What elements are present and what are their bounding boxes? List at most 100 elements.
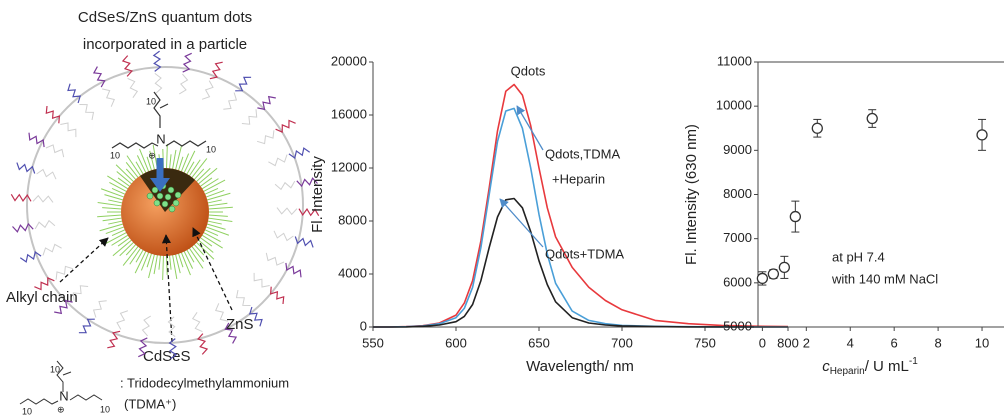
- alkyl-chain: [10, 193, 32, 202]
- y-tick-label: 0: [360, 318, 367, 333]
- x-label-symbol: c: [822, 358, 830, 375]
- y-tick-label: 11000: [717, 53, 752, 68]
- ligand: [195, 167, 218, 187]
- point: [789, 210, 801, 223]
- point: [811, 122, 823, 134]
- alkyl-chain-inner: [274, 180, 296, 191]
- annotation: Qdots+TDMA: [545, 246, 624, 261]
- x-tick-label: 600: [445, 335, 467, 350]
- alkyl-chain: [197, 333, 209, 355]
- x-axis-label: Wavelength/ nm: [526, 358, 634, 375]
- alkyl-chain-inner: [116, 310, 129, 330]
- alkyl-chain-inner: [273, 230, 294, 242]
- pointer: [59, 237, 109, 283]
- ligand: [122, 243, 141, 266]
- ligand: [203, 192, 231, 202]
- alkyl-chain-inner: [36, 168, 57, 180]
- alkyl-chain: [298, 208, 320, 217]
- ligand: [198, 232, 223, 249]
- core-atom: [164, 193, 172, 201]
- legend-abbr: (TDMA⁺): [124, 396, 176, 411]
- core-atom: [167, 186, 175, 194]
- alkyl-chain: [16, 162, 36, 174]
- alkyl-chain: [121, 55, 133, 77]
- alkyl-chain-inner: [215, 303, 229, 322]
- ligand: [162, 251, 165, 280]
- y-tick-label: 12000: [331, 159, 367, 174]
- schematic-title: incorporated in a particle: [83, 36, 247, 53]
- y-tick-label: 7000: [723, 230, 752, 245]
- insertion-arrowhead: [150, 178, 170, 192]
- chain-length: 10: [206, 144, 216, 154]
- ligand: [134, 247, 148, 274]
- x-tick-label: 650: [528, 335, 550, 350]
- y-tick-label: 16000: [331, 106, 367, 121]
- x-tick-label: 700: [611, 335, 633, 350]
- alkyl-chain-inner: [276, 207, 298, 216]
- alkyl-chain-inner: [45, 144, 65, 158]
- tdma-structure: [111, 91, 207, 149]
- ligand: [115, 164, 137, 185]
- charge: ⊕: [148, 150, 156, 160]
- nitrogen: N: [156, 131, 165, 146]
- alkyl-chain-inner: [265, 252, 285, 266]
- annotation: with 140 mM NaCl: [831, 271, 938, 286]
- annotation-arrow: [516, 105, 544, 151]
- alkyl-chain-inner: [268, 154, 288, 167]
- alkyl-chain-inner: [253, 272, 270, 288]
- core: [146, 182, 182, 213]
- alkyl-chain: [34, 276, 55, 291]
- x-tick-label: 6: [891, 335, 898, 350]
- schematic-title: CdSeS/ZnS quantum dots: [78, 9, 252, 26]
- alkyl-chain: [275, 119, 296, 134]
- alkyl-chain-inner: [127, 77, 139, 98]
- alkyl-chain: [107, 330, 121, 349]
- alkyl-chain: [19, 251, 42, 263]
- alkyl-chain-inner: [32, 194, 54, 203]
- alkyl-chain: [182, 52, 192, 73]
- y-tick-label: 5000: [723, 318, 752, 333]
- ligand: [112, 237, 135, 257]
- alkyl-chain-inner: [55, 265, 74, 280]
- core-atom: [174, 191, 182, 199]
- annotation: +Heparin: [552, 171, 605, 186]
- alkyl-chain: [54, 299, 73, 315]
- y-tick-label: 6000: [723, 274, 752, 289]
- x-label-subscript: Heparin: [830, 366, 865, 377]
- core-atom: [168, 205, 176, 213]
- point: [976, 129, 988, 141]
- y-tick-label: 4000: [338, 265, 367, 280]
- ligand: [97, 202, 126, 207]
- x-tick-label: 0: [759, 335, 766, 350]
- alkyl-chain: [209, 61, 223, 80]
- core-atom: [156, 192, 164, 200]
- alkyl-chain: [257, 95, 276, 111]
- alkyl-chain: [269, 286, 285, 305]
- point: [767, 268, 780, 280]
- core-atom: [161, 200, 169, 208]
- alkyl-chain: [92, 66, 106, 88]
- y-tick-label: 20000: [331, 53, 367, 68]
- charge: ⊕: [57, 404, 65, 414]
- alkyl-chain-inner: [92, 300, 107, 318]
- chain-length: 10: [146, 96, 156, 106]
- core-atom: [151, 186, 159, 194]
- ligand: [148, 250, 156, 279]
- chain-length: 10: [100, 404, 110, 414]
- alkyl-chain: [78, 318, 95, 334]
- chain-length: 10: [22, 406, 32, 416]
- alkyl-chain: [28, 132, 45, 148]
- x-tick-label: 10: [975, 335, 989, 350]
- ligand: [104, 230, 130, 245]
- alkyl-chain: [248, 306, 263, 327]
- alkyl-chain-inner: [42, 243, 62, 256]
- y-tick-label: 8000: [723, 186, 752, 201]
- alkyl-chain-inner: [256, 130, 275, 145]
- alkyl-chain: [235, 76, 252, 92]
- alkyl-chain-inner: [191, 312, 203, 333]
- alkyl-chain-inner: [223, 92, 238, 110]
- x-tick-label: 2: [803, 335, 810, 350]
- ligand: [107, 175, 132, 192]
- x-axis-label: cHeparin/ U mL-1: [822, 356, 918, 377]
- annotation: at pH 7.4: [832, 249, 885, 264]
